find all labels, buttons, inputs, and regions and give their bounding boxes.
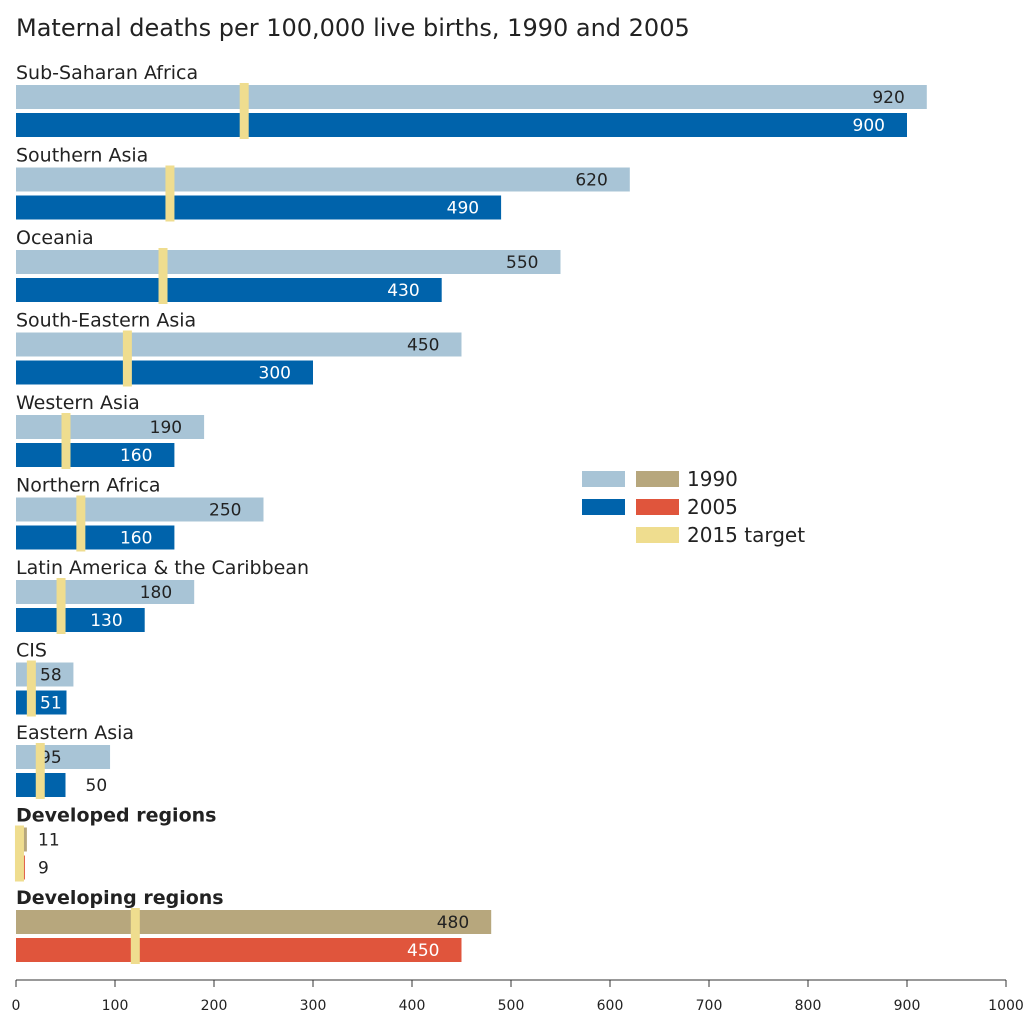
target-marker [165,165,175,222]
value-label-1990: 95 [40,748,62,768]
bar-2005 [16,360,313,385]
x-axis: 0 100 200 300 400 500 600 700 800 900 1000 [12,979,1024,1014]
legend: 1990 2005 2015 target [582,467,805,547]
target-marker [35,743,45,799]
region-group: CIS 58 51 [16,640,74,717]
value-label-2005: 430 [387,281,419,301]
value-label-2005: 900 [853,116,885,136]
region-label: Northern Africa [16,475,161,497]
bars-group: Sub-Saharan Africa 920 900 Southern Asia 620… [14,62,927,964]
value-label-1990: 11 [38,831,60,851]
x-tick-label: 1000 [988,998,1024,1014]
region-label: South-Eastern Asia [16,310,196,332]
x-tick-label: 300 [300,998,327,1014]
target-marker [130,908,140,964]
region-label: Latin America & the Caribbean [16,557,309,579]
value-label-1990: 480 [437,913,469,933]
legend-label: 2005 [687,495,738,519]
value-label-2005: 160 [120,446,152,466]
region-group: Latin America & the Caribbean 180 130 [16,557,309,634]
target-marker [239,83,249,139]
value-label-2005: 130 [90,611,122,631]
value-label-1990: 920 [872,88,904,108]
bar-2005 [16,443,175,467]
bar-1990 [16,580,195,604]
value-label-1990: 180 [140,583,172,603]
x-tick-label: 100 [102,998,129,1014]
region-label: Western Asia [16,392,140,414]
bar-2005 [16,195,502,220]
value-label-2005: 9 [38,859,49,879]
region-group: Northern Africa 250 160 [16,475,264,552]
value-label-2005: 51 [40,694,62,714]
legend-swatch [582,471,625,487]
legend-label: 2015 target [687,523,805,547]
bar-1990 [16,85,927,109]
bar-1990 [16,497,264,522]
bar-2005 [16,113,907,137]
value-label-2005: 50 [86,776,108,796]
bar-2005 [16,690,67,715]
region-group: Oceania 550 430 [16,227,561,304]
region-label: CIS [16,640,47,662]
value-label-1990: 620 [575,171,607,191]
region-label: Southern Asia [16,145,148,167]
target-marker [76,495,86,552]
value-label-2005: 300 [259,364,291,384]
region-group: Developing regions 480 450 [16,887,492,964]
x-tick-label: 400 [399,998,426,1014]
region-label: Eastern Asia [16,722,134,744]
legend-label: 1990 [687,467,738,491]
bar-1990 [16,250,561,274]
value-label-2005: 490 [447,199,479,219]
legend-swatch [636,527,679,543]
value-label-2005: 160 [120,529,152,549]
value-label-1990: 250 [209,501,241,521]
value-label-1990: 190 [150,418,182,438]
x-tick-label: 700 [696,998,723,1014]
legend-swatch [636,499,679,515]
value-label-2005: 450 [407,941,439,961]
bar-2005 [16,608,145,632]
target-marker [26,660,36,717]
region-group: Eastern Asia 95 50 [16,722,134,799]
x-tick-label: 800 [795,998,822,1014]
bar-1990 [16,745,111,769]
value-label-1990: 550 [506,253,538,273]
x-tick-label: 900 [894,998,921,1014]
region-label: Oceania [16,227,94,249]
bar-1990 [16,910,492,934]
region-label: Developed regions [16,805,216,827]
target-marker [61,413,71,469]
target-marker [122,330,132,387]
region-label: Developing regions [16,887,224,909]
bar-1990 [16,415,205,439]
target-marker [14,825,24,882]
bar-2005 [16,938,462,962]
region-group: Sub-Saharan Africa 920 900 [16,62,927,139]
target-marker [158,248,168,304]
x-tick-label: 500 [498,998,525,1014]
bar-2005 [16,525,175,550]
region-group: Developed regions 11 9 [14,805,216,882]
value-label-1990: 450 [407,336,439,356]
value-label-1990: 58 [40,666,62,686]
x-tick-label: 0 [12,998,21,1014]
chart-title: Maternal deaths per 100,000 live births,… [16,14,690,42]
bar-1990 [16,332,462,357]
region-group: Western Asia 190 160 [16,392,205,469]
legend-swatch [636,471,679,487]
bar-1990 [16,662,74,687]
bar-1990 [16,167,630,192]
region-group: Southern Asia 620 490 [16,145,630,222]
region-label: Sub-Saharan Africa [16,62,198,84]
legend-swatch [582,499,625,515]
bar-2005 [16,278,442,302]
target-marker [56,578,66,634]
x-tick-label: 600 [597,998,624,1014]
x-tick-label: 200 [201,998,228,1014]
region-group: South-Eastern Asia 450 300 [16,310,462,387]
